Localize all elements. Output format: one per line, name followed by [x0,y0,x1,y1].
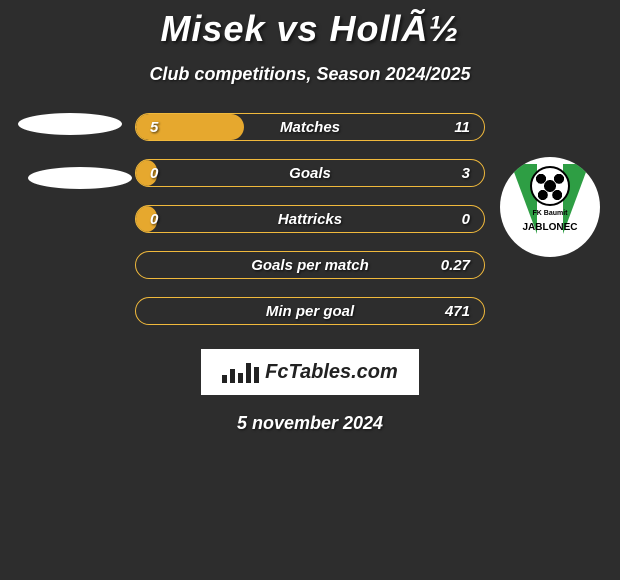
comparison-widget: Misek vs HollÃ½ Club competitions, Seaso… [0,0,620,434]
placeholder-ellipse-icon [18,113,122,135]
stat-label: Min per goal [266,303,354,320]
stat-right-value: 0 [462,211,470,228]
stat-right-value: 11 [454,119,470,136]
stat-right-value: 471 [445,303,470,320]
bar-chart-icon [222,361,259,383]
club-banner-text: FK Baumit [520,210,580,217]
page-subtitle: Club competitions, Season 2024/2025 [0,64,620,85]
stats-bars: 5 Matches 11 0 Goals 3 0 Hattricks 0 Goa… [135,113,485,325]
stat-label: Goals per match [251,257,369,274]
stat-bar: Goals per match 0.27 [135,251,485,279]
stat-right-value: 3 [462,165,470,182]
placeholder-ellipse-icon [28,167,132,189]
stat-bar: 0 Goals 3 [135,159,485,187]
stat-left-value: 0 [150,211,158,228]
club-city-text: JABLONEC [511,222,589,233]
stat-right-value: 0.27 [441,257,470,274]
footer-date: 5 november 2024 [0,413,620,434]
stat-bar: 5 Matches 11 [135,113,485,141]
content-area: FK Baumit JABLONEC 5 Matches 11 0 Goals … [0,113,620,434]
branding-text: FcTables.com [265,361,398,384]
stat-label: Hattricks [278,211,342,228]
branding-badge[interactable]: FcTables.com [201,349,419,395]
stat-left-value: 0 [150,165,158,182]
soccer-ball-icon [530,166,570,206]
right-club-badge: FK Baumit JABLONEC [500,107,600,207]
stat-label: Matches [280,119,340,136]
stat-bar: Min per goal 471 [135,297,485,325]
stat-bar: 0 Hattricks 0 [135,205,485,233]
club-logo: FK Baumit JABLONEC [500,157,600,257]
stat-left-value: 5 [150,119,158,136]
stat-label: Goals [289,165,331,182]
page-title: Misek vs HollÃ½ [0,8,620,50]
left-club-badge [10,107,110,207]
